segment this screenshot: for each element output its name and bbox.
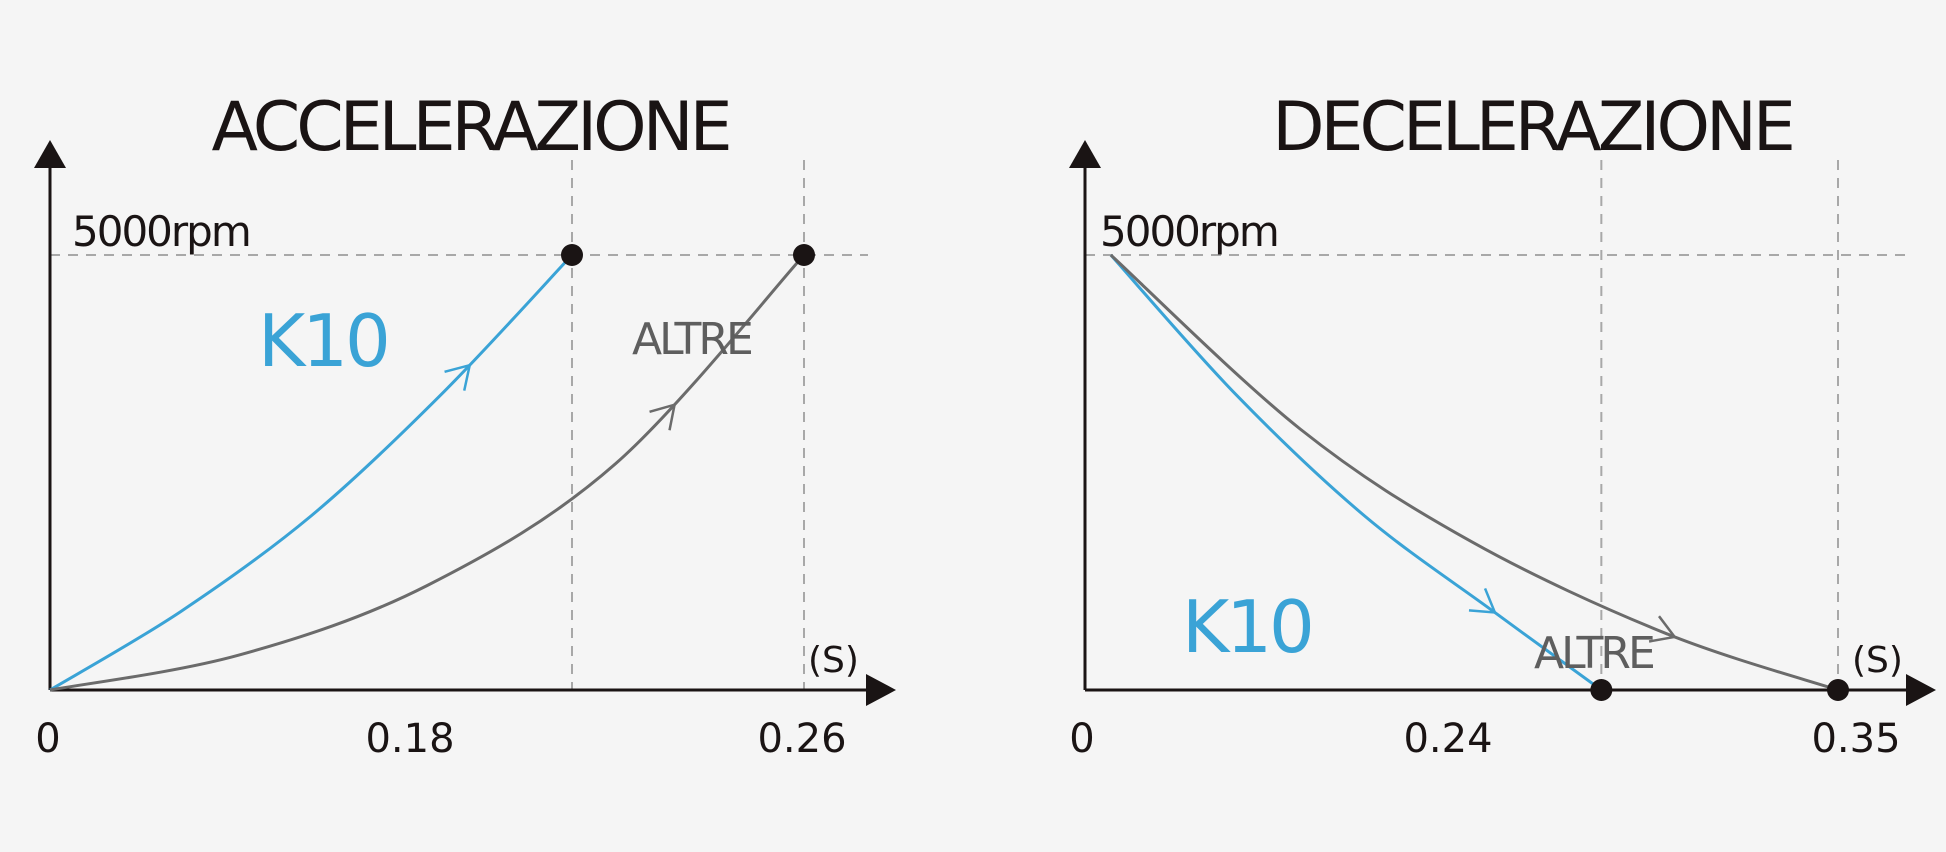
direction-arrow <box>1468 587 1497 614</box>
series-label-altre: ALTRE <box>632 314 751 365</box>
y-axis-arrow <box>1069 140 1101 168</box>
series-line-k10 <box>49 253 574 692</box>
direction-arrow <box>649 402 677 431</box>
series-line-altre <box>1109 253 1839 692</box>
deceleration-chart: DECELERAZIONE 5000rpm (S) 0 0.24 0.35 K1… <box>1069 88 1903 762</box>
series-label-k10: K10 <box>1182 585 1312 669</box>
end-point <box>561 244 583 266</box>
chart-title: DECELERAZIONE <box>1272 88 1792 167</box>
x-tick-label: 0.24 <box>1403 716 1492 762</box>
x-tick-label: 0 <box>35 716 60 762</box>
x-axis-arrow <box>1906 674 1936 706</box>
x-tick-label: 0 <box>1069 716 1094 762</box>
end-point <box>1590 679 1613 701</box>
end-point <box>793 244 815 266</box>
x-tick-label: 0.18 <box>365 716 454 762</box>
series-line-altre <box>49 253 806 692</box>
x-tick-label: 0.26 <box>757 716 846 762</box>
y-axis-arrow <box>34 140 66 168</box>
y-max-label: 5000rpm <box>1100 207 1278 256</box>
y-max-label: 5000rpm <box>72 207 250 256</box>
acceleration-chart: ACCELERAZIONE 5000rpm (S) 0 0.18 0.26 K1… <box>35 88 859 762</box>
x-tick-label: 0.35 <box>1811 716 1900 762</box>
chart-title: ACCELERAZIONE <box>211 88 728 167</box>
x-axis-arrow <box>866 674 896 706</box>
direction-arrow <box>444 363 472 391</box>
series-label-altre: ALTRE <box>1534 628 1653 679</box>
series-label-k10: K10 <box>258 299 388 383</box>
x-unit-label: (S) <box>1852 640 1903 681</box>
direction-arrow <box>1648 615 1677 643</box>
end-point <box>1827 679 1849 701</box>
series-line-k10 <box>1109 253 1603 692</box>
x-unit-label: (S) <box>808 640 859 681</box>
